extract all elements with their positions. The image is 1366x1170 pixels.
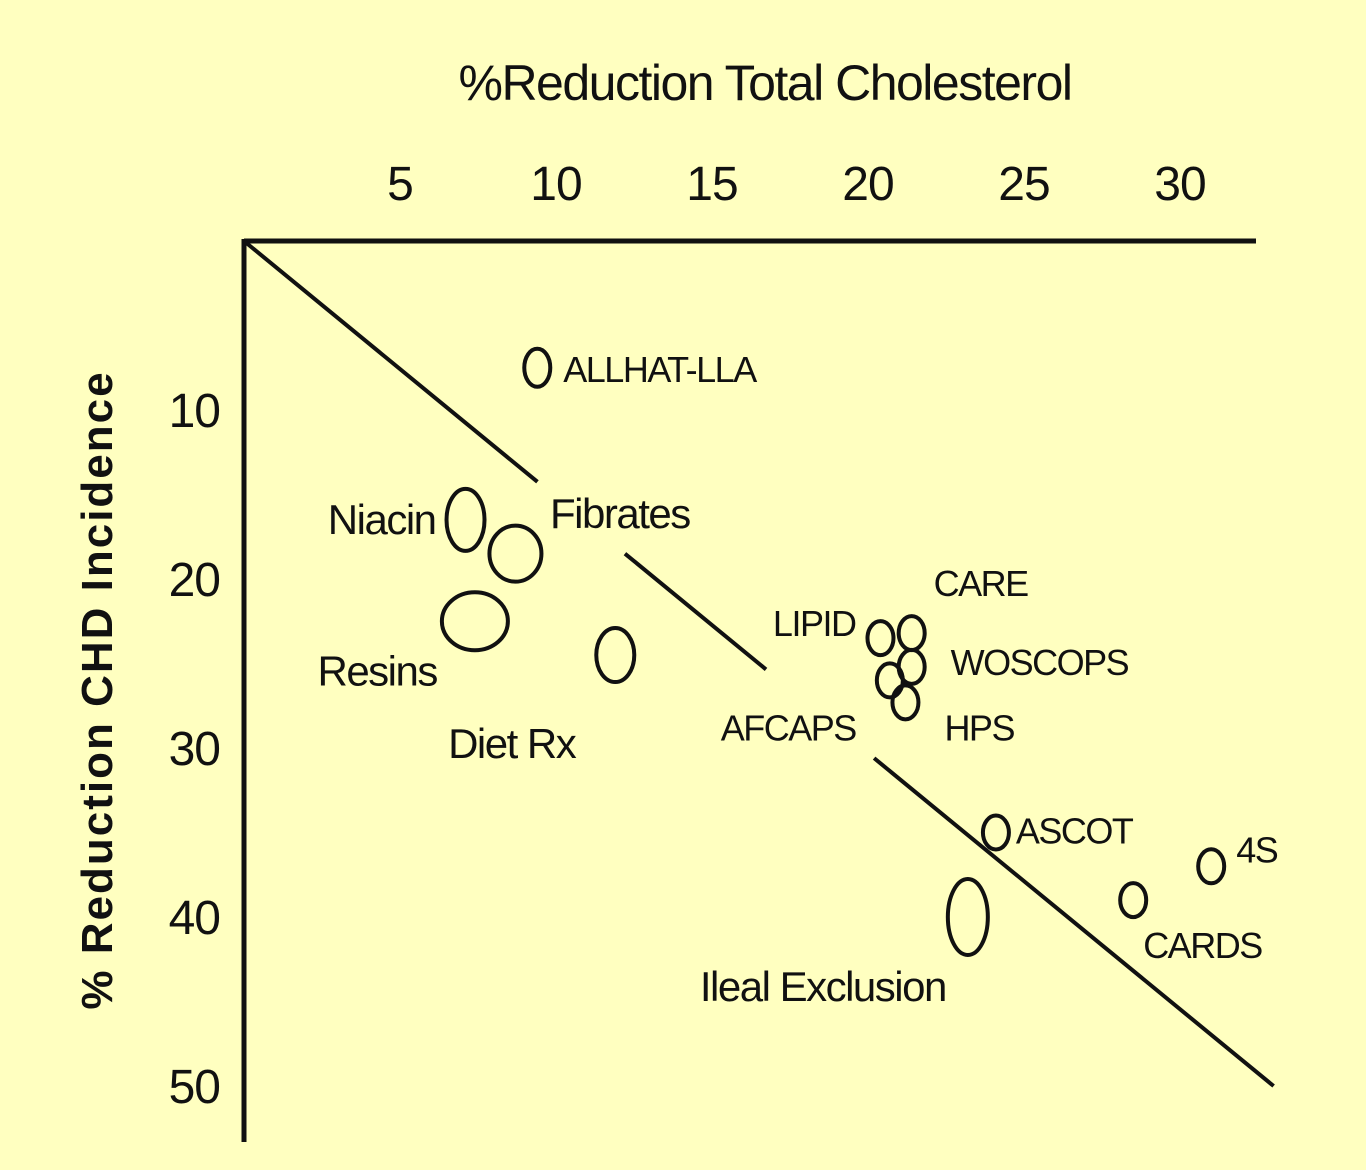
point-label: CARDS xyxy=(1143,925,1262,966)
regression-line-segment xyxy=(872,756,1275,1088)
point-label: HPS xyxy=(944,707,1014,748)
annotation-fibrates: Fibrates xyxy=(550,490,690,537)
point-label: AFCAPS xyxy=(721,707,857,748)
point-label: ALLHAT-LLA xyxy=(563,349,757,390)
regression-line-segment xyxy=(242,239,539,484)
x-tick-labels: 5 10 15 20 25 30 xyxy=(387,158,1207,211)
x-tick-label: 25 xyxy=(998,158,1049,211)
point-label: WOSCOPS xyxy=(951,642,1129,683)
y-axis-label: % Reduction CHD Incidence xyxy=(73,370,122,1009)
data-point xyxy=(594,626,637,685)
data-point xyxy=(1118,881,1149,920)
point-label: Diet Rx xyxy=(448,720,577,767)
data-point xyxy=(1196,847,1227,886)
point-label: Niacin xyxy=(328,496,436,543)
regression-line xyxy=(242,239,1275,1088)
x-tick-label: 30 xyxy=(1154,158,1205,211)
x-tick-label: 5 xyxy=(387,158,413,211)
y-tick-label: 40 xyxy=(169,892,220,945)
point-label: Ileal Exclusion xyxy=(700,963,946,1010)
data-point xyxy=(522,346,553,389)
point-label: 4S xyxy=(1236,829,1278,870)
y-tick-label: 20 xyxy=(169,554,220,607)
y-tick-label: 50 xyxy=(169,1061,220,1114)
x-tick-label: 10 xyxy=(530,158,581,211)
point-label: LIPID xyxy=(773,603,856,644)
data-point xyxy=(874,661,905,700)
y-tick-label: 30 xyxy=(169,723,220,776)
data-point xyxy=(945,877,990,957)
x-tick-label: 20 xyxy=(842,158,893,211)
y-tick-label: 10 xyxy=(169,385,220,438)
data-point xyxy=(890,683,921,722)
regression-line-segment xyxy=(623,552,768,671)
data-point xyxy=(865,619,896,658)
chart-title: %Reduction Total Cholesterol xyxy=(458,55,1071,111)
data-point xyxy=(439,590,510,653)
point-label: Resins xyxy=(317,647,437,694)
point-label: CARE xyxy=(934,563,1029,604)
y-tick-labels: 10 20 30 40 50 xyxy=(169,385,221,1114)
point-label: ASCOT xyxy=(1016,811,1134,852)
x-tick-label: 15 xyxy=(686,158,737,211)
data-points xyxy=(439,346,1227,957)
data-point xyxy=(444,486,487,553)
data-point xyxy=(487,523,544,584)
data-point xyxy=(980,813,1011,852)
